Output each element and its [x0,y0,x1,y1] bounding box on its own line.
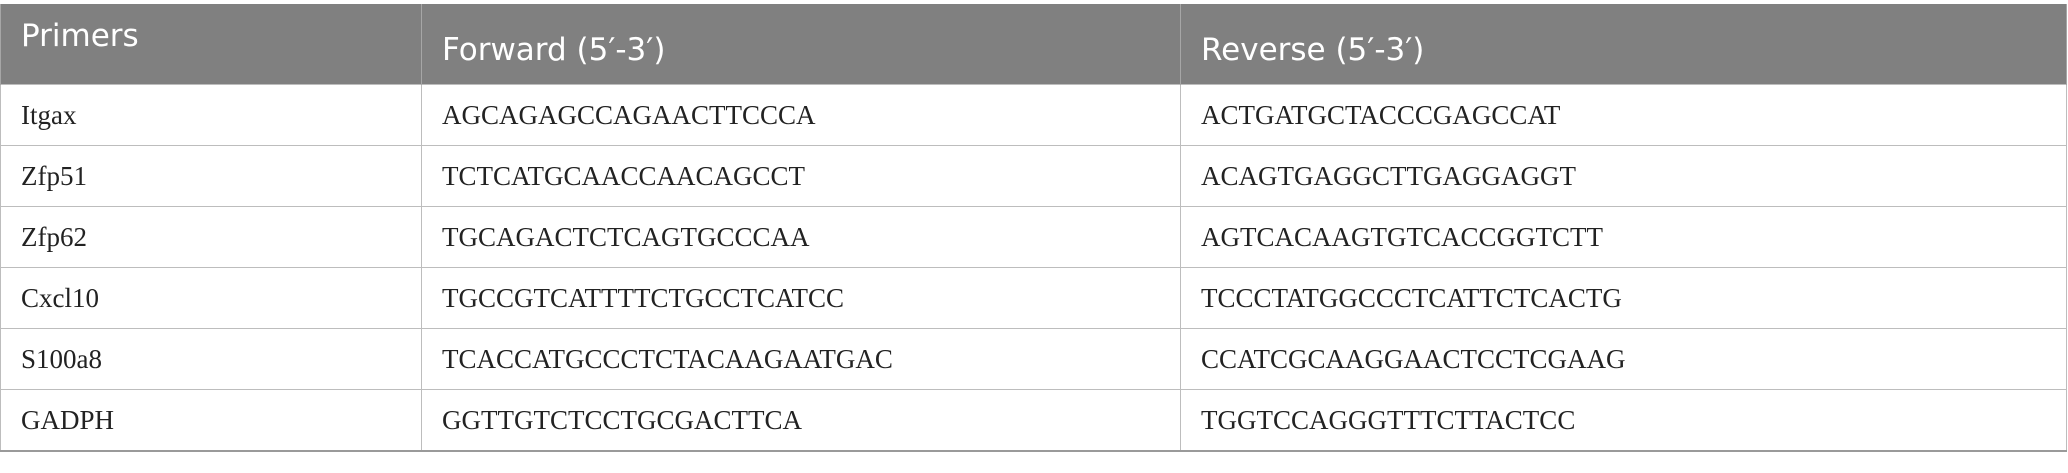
reverse-sequence-cell: AGTCACAAGTGTCACCGGTCTT [1180,206,2067,268]
reverse-sequence-cell: TGGTCCAGGGTTTCTTACTCC [1180,389,2067,452]
primer-name-cell: Itgax [0,84,422,146]
forward-sequence-cell: AGCAGAGCCAGAACTTCCCA [421,84,1181,146]
reverse-sequence-cell: ACAGTGAGGCTTGAGGAGGT [1180,145,2067,207]
forward-sequence-cell: TCACCATGCCCTCTACAAGAATGAC [421,328,1181,390]
table-row: Zfp51 TCTCATGCAACCAACAGCCT ACAGTGAGGCTTG… [0,145,2067,207]
table-row: Zfp62 TGCAGACTCTCAGTGCCCAA AGTCACAAGTGTC… [0,206,2067,268]
table-row: Itgax AGCAGAGCCAGAACTTCCCA ACTGATGCTACCC… [0,84,2067,146]
table-row: S100a8 TCACCATGCCCTCTACAAGAATGAC CCATCGC… [0,328,2067,390]
header-row: Primers Forward (5′-3′) Reverse (5′-3′) [0,4,2067,85]
primer-name-cell: Cxcl10 [0,267,422,329]
header-forward: Forward (5′-3′) [421,4,1181,85]
primer-table-container: Primers Forward (5′-3′) Reverse (5′-3′) … [0,4,2067,452]
forward-sequence-cell: TGCCGTCATTTTCTGCCTCATCC [421,267,1181,329]
table-header: Primers Forward (5′-3′) Reverse (5′-3′) [0,4,2067,85]
reverse-sequence-cell: CCATCGCAAGGAACTCCTCGAAG [1180,328,2067,390]
header-primers: Primers [0,4,422,85]
primer-name-cell: S100a8 [0,328,422,390]
forward-sequence-cell: GGTTGTCTCCTGCGACTTCA [421,389,1181,452]
primer-name-cell: Zfp62 [0,206,422,268]
primer-name-cell: GADPH [0,389,422,452]
forward-sequence-cell: TCTCATGCAACCAACAGCCT [421,145,1181,207]
table-body: Itgax AGCAGAGCCAGAACTTCCCA ACTGATGCTACCC… [0,84,2067,452]
reverse-sequence-cell: ACTGATGCTACCCGAGCCAT [1180,84,2067,146]
forward-sequence-cell: TGCAGACTCTCAGTGCCCAA [421,206,1181,268]
primer-name-cell: Zfp51 [0,145,422,207]
primer-table: Primers Forward (5′-3′) Reverse (5′-3′) … [0,4,2067,452]
table-row: Cxcl10 TGCCGTCATTTTCTGCCTCATCC TCCCTATGG… [0,267,2067,329]
header-reverse: Reverse (5′-3′) [1180,4,2067,85]
reverse-sequence-cell: TCCCTATGGCCCTCATTCTCACTG [1180,267,2067,329]
table-row: GADPH GGTTGTCTCCTGCGACTTCA TGGTCCAGGGTTT… [0,389,2067,452]
